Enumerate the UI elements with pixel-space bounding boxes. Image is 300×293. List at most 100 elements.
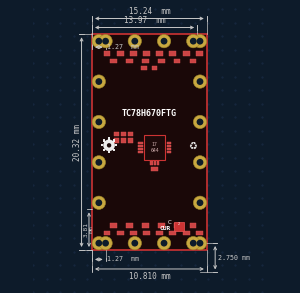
Bar [138, 148, 143, 150]
Circle shape [102, 240, 109, 246]
Text: 15.24  mm: 15.24 mm [129, 7, 170, 16]
Circle shape [193, 75, 207, 88]
Text: 17
644: 17 644 [150, 142, 159, 153]
Text: 2.750 mm: 2.750 mm [218, 255, 250, 261]
Bar [108, 151, 110, 153]
Circle shape [193, 115, 207, 129]
Bar [103, 139, 105, 142]
Bar [128, 138, 133, 143]
Circle shape [99, 35, 112, 48]
Circle shape [187, 236, 200, 250]
Text: CUR: CUR [159, 226, 170, 231]
Text: 1.27  mm: 1.27 mm [107, 44, 139, 50]
Bar [126, 59, 133, 63]
Text: TC78H670FTG: TC78H670FTG [122, 109, 177, 118]
Bar [150, 161, 153, 166]
Circle shape [160, 240, 167, 246]
Circle shape [92, 236, 106, 250]
Bar [158, 223, 164, 228]
Circle shape [95, 159, 102, 166]
Circle shape [190, 38, 197, 45]
Circle shape [187, 35, 200, 48]
Bar [108, 137, 110, 139]
Text: 3.81: 3.81 [84, 222, 89, 237]
Circle shape [193, 156, 207, 169]
Text: 1.27  mm: 1.27 mm [106, 256, 139, 263]
Circle shape [158, 35, 171, 48]
Text: 2: 2 [178, 222, 180, 226]
Circle shape [95, 38, 102, 45]
Bar [183, 51, 190, 56]
Circle shape [196, 78, 203, 85]
Circle shape [103, 139, 115, 151]
Circle shape [196, 199, 203, 206]
Bar [110, 59, 117, 63]
Circle shape [92, 35, 106, 48]
Bar [183, 231, 190, 235]
Text: 13.97  mm: 13.97 mm [124, 16, 165, 25]
Bar [169, 231, 176, 235]
Text: Ċ: Ċ [168, 220, 172, 225]
Bar [138, 145, 143, 147]
Circle shape [92, 156, 106, 169]
Bar [115, 144, 117, 146]
Circle shape [131, 240, 138, 246]
Bar [113, 149, 115, 151]
Bar [101, 144, 103, 146]
Circle shape [190, 240, 197, 246]
Bar [114, 132, 119, 136]
Circle shape [158, 236, 171, 250]
Bar [174, 223, 181, 228]
Bar [151, 167, 158, 171]
Circle shape [95, 240, 102, 246]
Bar [196, 51, 203, 56]
Bar [130, 51, 137, 56]
Bar [190, 223, 196, 228]
Bar [158, 59, 164, 63]
Bar [121, 138, 126, 143]
Bar [103, 231, 110, 235]
Circle shape [95, 119, 102, 125]
Circle shape [196, 240, 203, 246]
Bar [110, 223, 117, 228]
Bar [144, 135, 165, 160]
Bar [156, 51, 163, 56]
Bar [117, 231, 124, 235]
Bar [142, 223, 148, 228]
Circle shape [196, 159, 203, 166]
Text: ♻: ♻ [189, 140, 197, 150]
Circle shape [193, 236, 207, 250]
Text: 10.810 mm: 10.810 mm [129, 272, 170, 281]
Circle shape [92, 75, 106, 88]
Bar [169, 51, 176, 56]
Bar [92, 34, 207, 250]
Bar [143, 51, 150, 56]
Bar [174, 222, 184, 231]
Bar [196, 231, 203, 235]
Bar [167, 142, 171, 144]
Bar [121, 132, 126, 136]
Circle shape [102, 38, 109, 45]
Bar [138, 151, 143, 154]
Bar [190, 59, 196, 63]
Circle shape [131, 38, 138, 45]
Text: 20.32 mm: 20.32 mm [73, 124, 82, 161]
Text: mm: mm [89, 226, 94, 234]
Circle shape [95, 78, 102, 85]
Bar [114, 138, 119, 143]
Bar [103, 149, 105, 151]
Circle shape [95, 199, 102, 206]
Bar [126, 223, 133, 228]
Bar [167, 151, 171, 154]
Bar [167, 148, 171, 150]
Bar [130, 231, 137, 235]
Circle shape [196, 119, 203, 125]
Circle shape [160, 38, 167, 45]
Circle shape [128, 35, 142, 48]
Bar [138, 142, 143, 144]
Bar [128, 132, 133, 136]
Bar [143, 231, 150, 235]
Bar [103, 51, 110, 56]
Bar [154, 161, 156, 166]
Circle shape [107, 143, 111, 148]
